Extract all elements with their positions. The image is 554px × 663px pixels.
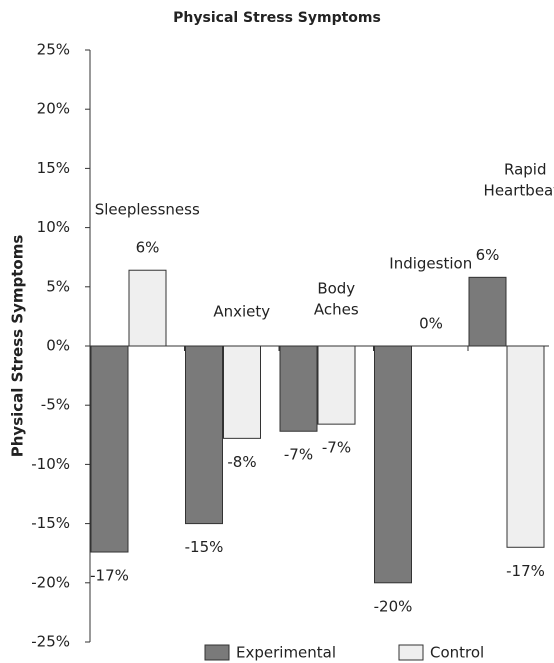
bar bbox=[128, 269, 167, 347]
y-tick-label: 5% bbox=[46, 277, 70, 295]
y-tick-label: 0% bbox=[46, 337, 70, 355]
value-label: -20% bbox=[374, 597, 413, 615]
bar bbox=[90, 345, 129, 553]
value-label: 6% bbox=[476, 246, 500, 264]
bar bbox=[185, 345, 223, 525]
value-label: -7% bbox=[322, 439, 351, 457]
y-tick-label: 25% bbox=[37, 41, 70, 59]
y-tick-label: -25% bbox=[31, 633, 70, 651]
value-label: -8% bbox=[227, 453, 256, 471]
chart-title: Physical Stress Symptoms bbox=[173, 10, 381, 26]
bar bbox=[374, 345, 412, 584]
bar bbox=[468, 276, 507, 347]
bar bbox=[223, 345, 261, 439]
bar bbox=[317, 345, 356, 425]
category-label: Sleeplessness bbox=[95, 201, 200, 219]
legend-swatch bbox=[204, 644, 230, 661]
y-tick-label: -15% bbox=[31, 514, 70, 532]
category-label: Rapid bbox=[504, 161, 547, 179]
category-label: Indigestion bbox=[389, 255, 472, 273]
y-tick-label: 10% bbox=[37, 218, 70, 236]
legend-label: Experimental bbox=[236, 644, 336, 662]
value-label: -17% bbox=[90, 567, 129, 585]
legend-label: Control bbox=[430, 644, 484, 662]
value-label: 0% bbox=[419, 315, 443, 333]
value-label: -7% bbox=[284, 446, 313, 464]
category-label: Anxiety bbox=[213, 303, 270, 321]
y-tick-label: -20% bbox=[31, 573, 70, 591]
category-label: Heartbeats bbox=[484, 182, 554, 200]
y-tick-label: -5% bbox=[41, 396, 70, 414]
y-tick-label: 20% bbox=[37, 100, 70, 118]
legend-swatch bbox=[398, 644, 424, 661]
value-label: -15% bbox=[185, 538, 224, 556]
bar bbox=[506, 345, 545, 548]
y-tick-label: -10% bbox=[31, 455, 70, 473]
bar bbox=[279, 345, 318, 432]
y-tick-label: 15% bbox=[37, 159, 70, 177]
category-label: Aches bbox=[314, 301, 359, 319]
value-label: 6% bbox=[136, 239, 160, 257]
y-axis-label: Physical Stress Symptoms bbox=[9, 235, 27, 458]
category-label: Body bbox=[317, 280, 355, 298]
value-label: -17% bbox=[506, 562, 545, 580]
